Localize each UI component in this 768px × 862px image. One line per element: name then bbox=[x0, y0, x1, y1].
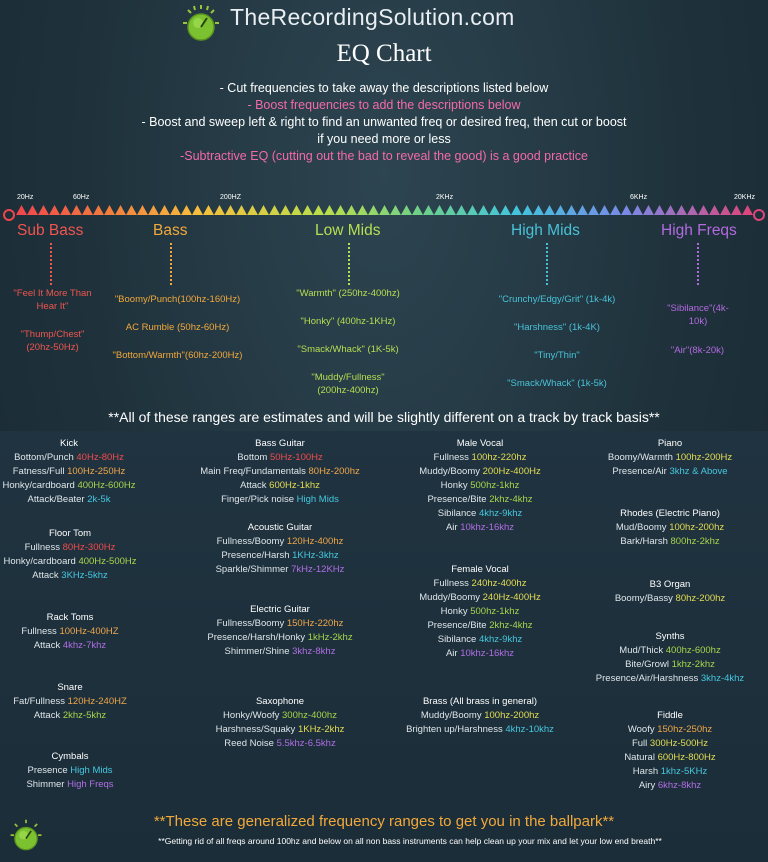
low-mids-desc-3: "Smack/Whack" (1K-5k) bbox=[297, 344, 399, 355]
high-freqs-connector bbox=[697, 243, 699, 285]
band-high-freqs: High Freqs bbox=[661, 222, 737, 239]
inst-b3-organ: B3 Organ Boomy/Bassy 80hz-200hz bbox=[614, 579, 726, 604]
page-title: EQ Chart bbox=[336, 40, 432, 67]
low-mids-desc-2: "Honky" (400hz-1KHz) bbox=[300, 316, 396, 327]
high-mids-connector bbox=[546, 243, 548, 285]
low-mids-desc-4: "Muddy/Fullness" (200hz-400hz) bbox=[311, 372, 385, 396]
inst-row: Bottom/Punch 40Hz-80Hz bbox=[14, 452, 124, 463]
band-sub-bass: Sub Bass bbox=[17, 222, 84, 239]
knob-logo-small-icon bbox=[8, 818, 44, 854]
frequency-ruler bbox=[3, 205, 765, 221]
inst-saxophone: Saxophone Honky/Woofy 300hz-400hz Harshn… bbox=[215, 696, 345, 749]
inst-male-vocal: Male Vocal Fullness 100hz-220hz Muddy/Bo… bbox=[419, 438, 541, 533]
intro-line-3: - Boost and sweep left & right to find a… bbox=[141, 115, 627, 129]
band-low-mids: Low Mids bbox=[315, 222, 381, 239]
bass-desc-1: "Boomy/Punch(100hz-160Hz) bbox=[114, 294, 241, 305]
intro-line-5: -Subtractive EQ (cutting out the bad to … bbox=[180, 149, 588, 163]
band-high-mids: High Mids bbox=[511, 222, 580, 239]
inst-snare: Snare Fat/Fullness 120Hz-240HZ Attack 2k… bbox=[13, 682, 127, 721]
inst-bass-guitar: Bass Guitar Bottom 50Hz-100Hz Main Freq/… bbox=[200, 438, 360, 505]
freq-label-6khz: 6KHz bbox=[630, 194, 648, 201]
inst-rhodes: Rhodes (Electric Piano) Mud/Boomy 100hz-… bbox=[615, 508, 725, 547]
freq-label-200hz: 200HZ bbox=[220, 194, 242, 201]
footer-note: **Getting rid of all freqs around 100hz … bbox=[158, 836, 662, 846]
inst-acoustic-guitar: Acoustic Guitar Fullness/Boomy 120Hz-400… bbox=[215, 522, 345, 575]
high-mids-desc-1: "Crunchy/Edgy/Grit" (1k-4k) bbox=[498, 294, 616, 305]
inst-brass: Brass (All brass in general) Muddy/Boomy… bbox=[406, 696, 554, 735]
freq-label-20khz: 20KHz bbox=[734, 194, 756, 201]
inst-floor-tom: Floor Tom Fullness 80Hz-300Hz Honky/card… bbox=[3, 528, 137, 581]
bass-desc-2: AC Rumble (50hz-60Hz) bbox=[125, 322, 230, 333]
inst-piano: Piano Boomy/Warmth 100hz-200Hz Presence/… bbox=[607, 438, 733, 477]
bass-connector bbox=[170, 243, 172, 285]
inst-row: Honky/cardboard 400Hz-600Hz bbox=[2, 480, 136, 491]
freq-label-20hz: 20Hz bbox=[17, 194, 34, 201]
sub-bass-connector bbox=[50, 243, 52, 285]
sub-bass-desc-1: "Feel It More Than Hear It" bbox=[13, 288, 92, 312]
low-mids-connector bbox=[348, 243, 350, 285]
high-mids-desc-2: "Harshness" (1k-4K) bbox=[514, 322, 600, 333]
inst-electric-guitar: Electric Guitar Fullness/Boomy 150Hz-220… bbox=[207, 604, 353, 657]
band-bass: Bass bbox=[153, 222, 188, 239]
high-freqs-desc-2: "Air"(8k-20k) bbox=[670, 345, 725, 356]
inst-row: Attack/Beater 2k-5k bbox=[27, 494, 111, 505]
footer-main: **These are generalized frequency ranges… bbox=[153, 813, 615, 830]
high-freqs-desc-1: "Sibilance"(4k-10k) bbox=[667, 303, 729, 327]
inst-kick: Kick Bottom/Punch 40Hz-80Hz Fatness/Full… bbox=[0, 437, 138, 507]
knob-logo-icon bbox=[180, 3, 222, 45]
disclaimer: **All of these ranges are estimates and … bbox=[108, 409, 660, 425]
inst-cymbals: Cymbals Presence High Mids Shimmer High … bbox=[26, 751, 114, 790]
freq-label-60hz: 60Hz bbox=[73, 194, 90, 201]
high-mids-desc-3: "Tiny/Thin" bbox=[534, 350, 580, 361]
sub-bass-desc-2: "Thump/Chest" (20hz-50Hz) bbox=[20, 329, 85, 353]
inst-title: Kick bbox=[60, 438, 78, 449]
intro-line-2: - Boost frequencies to add the descripti… bbox=[247, 98, 521, 112]
high-mids-desc-4: "Smack/Whack" (1k-5k) bbox=[507, 378, 607, 389]
intro-line-1: - Cut frequencies to take away the descr… bbox=[219, 81, 549, 95]
inst-synths: Synths Mud/Thick 400hz-600hz Bite/Growl … bbox=[595, 631, 745, 684]
inst-row: Fatness/Full 100Hz-250Hz bbox=[12, 466, 126, 477]
inst-fiddle: Fiddle Woofy 150hz-250hz Full 300Hz-500H… bbox=[624, 710, 716, 791]
inst-rack-toms: Rack Toms Fullness 100Hz-400HZ Attack 4k… bbox=[21, 612, 119, 651]
instrument-section bbox=[0, 431, 768, 862]
bass-desc-3: "Bottom/Warmth"(60hz-200Hz) bbox=[112, 350, 243, 361]
site-name: TheRecordingSolution.com bbox=[230, 4, 515, 30]
ruler-teeth bbox=[16, 205, 753, 215]
intro-line-4: if you need more or less bbox=[317, 132, 451, 146]
inst-female-vocal: Female Vocal Fullness 240hz-400hz Muddy/… bbox=[419, 564, 541, 659]
freq-label-2khz: 2KHz bbox=[436, 194, 454, 201]
low-mids-desc-1: "Warmth" (250hz-400hz) bbox=[296, 288, 400, 299]
